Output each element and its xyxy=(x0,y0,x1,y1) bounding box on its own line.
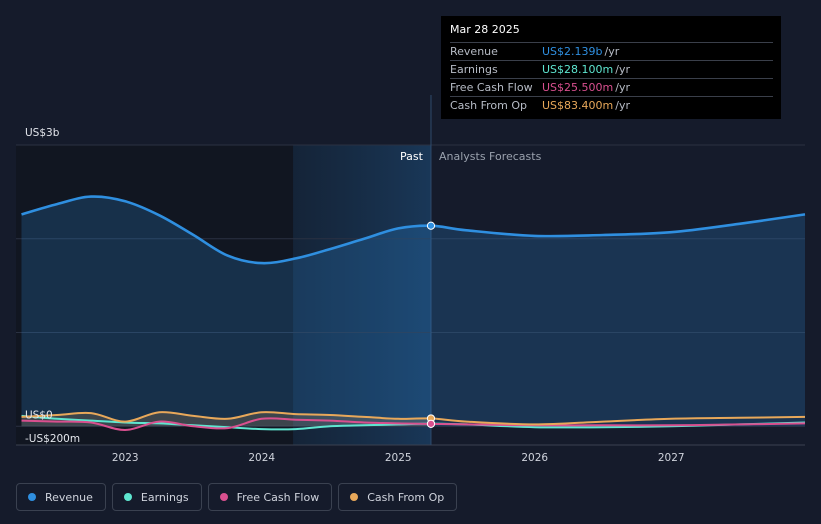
tooltip-date: Mar 28 2025 xyxy=(450,23,520,36)
legend-dot-icon xyxy=(219,493,228,501)
legend-label: Revenue xyxy=(45,490,93,504)
tooltip-unit: /yr xyxy=(615,63,630,76)
tooltip-unit: /yr xyxy=(615,81,630,94)
legend-item-earnings[interactable]: Earnings xyxy=(111,483,202,511)
legend-label: Earnings xyxy=(140,490,189,504)
legend-label: Cash From Op xyxy=(367,490,445,504)
legend-item-revenue[interactable]: Revenue xyxy=(16,483,106,511)
x-tick-label: 2023 xyxy=(112,452,139,464)
y-tick-label: US$0 xyxy=(25,409,53,421)
revenue-line xyxy=(21,195,806,265)
revenue-marker xyxy=(426,221,436,230)
tooltip-row-revenue: Revenue US$2.139b /yr xyxy=(450,42,773,60)
tooltip-label: Revenue xyxy=(450,45,498,58)
tooltip-unit: /yr xyxy=(604,45,620,58)
chart: US$3b US$0 -US$200m 2023 2024 2025 2026 2027 Pas… xyxy=(16,95,806,464)
legend-item-free-cash-flow[interactable]: Free Cash Flow xyxy=(207,483,333,511)
tooltip-label: Cash From Op xyxy=(450,99,528,112)
legend-dot-icon xyxy=(350,493,359,501)
legend-item-cash-from-op[interactable]: Cash From Op xyxy=(338,483,458,511)
y-tick-label: -US$200m xyxy=(25,433,80,445)
x-tick-label: 2027 xyxy=(658,452,685,464)
hover-markers xyxy=(426,221,436,428)
tooltip-label: Earnings xyxy=(450,63,498,76)
tooltip-row-earnings: Earnings US$28.100m /yr xyxy=(450,60,773,78)
tooltip-row-free-cash-flow: Free Cash Flow US$25.500m /yr xyxy=(450,78,773,96)
x-tick-label: 2024 xyxy=(248,452,275,464)
tooltip: Mar 28 2025 Revenue US$2.139b /yr Earnin… xyxy=(441,16,781,119)
legend-dot-icon xyxy=(123,493,132,501)
tooltip-value: US$28.100m xyxy=(542,63,614,76)
tooltip-value: US$2.139b xyxy=(542,45,603,58)
past-label: Past xyxy=(400,150,424,163)
x-tick-label: 2025 xyxy=(385,452,412,464)
free-cash-flow-marker xyxy=(426,419,436,428)
tooltip-row-cash-from-op: Cash From Op US$83.400m /yr xyxy=(450,96,773,114)
free-cash-flow-line xyxy=(21,417,806,432)
chart-background xyxy=(16,145,431,445)
legend: Revenue Earnings Free Cash Flow Cash Fro… xyxy=(16,483,458,511)
tooltip-label: Free Cash Flow xyxy=(450,81,533,94)
tooltip-unit: /yr xyxy=(615,99,630,112)
revenue-area-fill xyxy=(21,196,805,427)
legend-label: Free Cash Flow xyxy=(236,490,320,504)
axis-labels: US$3b US$0 -US$200m 2023 2024 2025 2026 2027 Pas… xyxy=(25,127,685,464)
cash-from-op-line xyxy=(21,411,806,426)
tooltip-value: US$25.500m xyxy=(542,81,614,94)
legend-dot-icon xyxy=(28,493,36,501)
hover-highlight xyxy=(293,145,431,445)
y-tick-label: US$3b xyxy=(25,127,60,139)
x-tick-label: 2026 xyxy=(521,452,548,464)
forecast-label: Analysts Forecasts xyxy=(439,150,542,163)
tooltip-value: US$83.400m xyxy=(542,99,614,112)
series-lines xyxy=(21,195,806,432)
